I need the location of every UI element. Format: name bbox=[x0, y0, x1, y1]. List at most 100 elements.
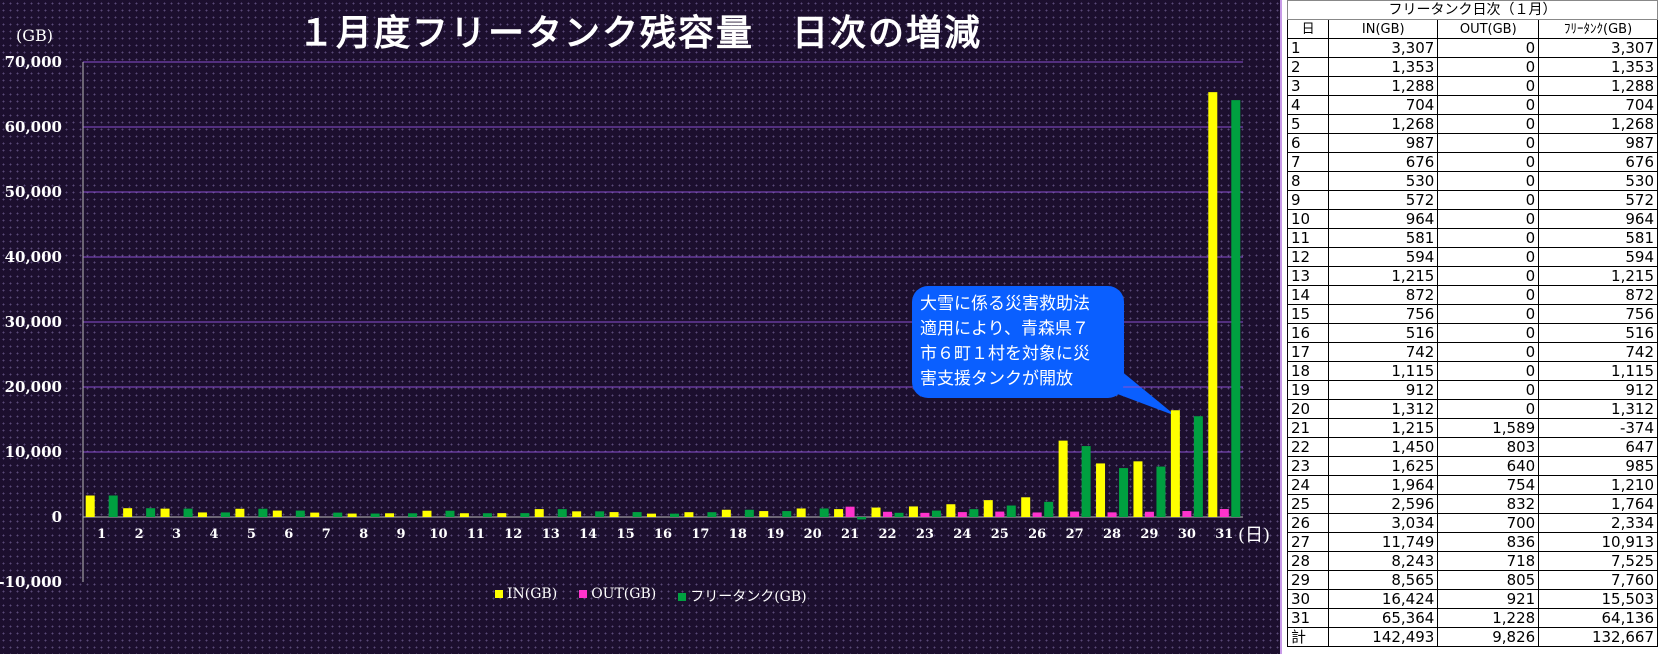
x-tick-label: 15 bbox=[617, 527, 635, 542]
bar-in bbox=[272, 510, 282, 517]
table-row: 10 964 0 964 bbox=[1286, 209, 1658, 229]
table-cell: 676 bbox=[1538, 152, 1658, 172]
bar-out bbox=[920, 512, 930, 517]
table-row: 31 65,364 1,228 64,136 bbox=[1286, 608, 1658, 628]
table-row: 15 756 0 756 bbox=[1286, 304, 1658, 324]
bar-in bbox=[160, 508, 170, 517]
table-cell: 2 bbox=[1286, 57, 1330, 77]
x-tick-label: 3 bbox=[172, 527, 181, 542]
y-tick-label: 20,000 bbox=[5, 378, 62, 396]
table-cell: 0 bbox=[1437, 380, 1540, 400]
table-cell: 742 bbox=[1328, 342, 1439, 362]
table-cell: 1,115 bbox=[1328, 361, 1439, 381]
table-cell: 704 bbox=[1328, 95, 1439, 115]
bar-freetank bbox=[857, 517, 867, 520]
table-cell: 985 bbox=[1538, 456, 1658, 476]
table-cell: 1,589 bbox=[1437, 418, 1540, 438]
bar-in bbox=[759, 511, 769, 517]
table-cell: 5 bbox=[1286, 114, 1330, 134]
bar-in bbox=[197, 512, 207, 517]
table-row: 22 1,450 803 647 bbox=[1286, 437, 1658, 457]
table-cell: 1,210 bbox=[1538, 475, 1658, 495]
bar-freetank bbox=[520, 513, 530, 517]
table-cell: 20 bbox=[1286, 399, 1330, 419]
table-cell: 0 bbox=[1437, 152, 1540, 172]
table-cell: 13 bbox=[1286, 266, 1330, 286]
table-cell: 16,424 bbox=[1328, 589, 1439, 609]
table-row: 1 3,307 0 3,307 bbox=[1286, 38, 1658, 58]
table-cell: 15 bbox=[1286, 304, 1330, 324]
table-row: 11 581 0 581 bbox=[1286, 228, 1658, 248]
table-cell: 0 bbox=[1437, 171, 1540, 191]
bar-in bbox=[1021, 497, 1031, 517]
column-header: ﾌﾘｰﾀﾝｸ(GB) bbox=[1538, 19, 1658, 39]
callout-line: 大雪に係る災害救助法 bbox=[920, 294, 1090, 314]
table-row: 2 1,353 0 1,353 bbox=[1286, 57, 1658, 77]
bar-freetank bbox=[632, 512, 642, 517]
bar-freetank bbox=[445, 510, 455, 517]
bar-freetank bbox=[1006, 505, 1016, 517]
table-cell: 1 bbox=[1286, 38, 1330, 58]
table-cell: 24 bbox=[1286, 475, 1330, 495]
table-cell: 742 bbox=[1538, 342, 1658, 362]
bar-out bbox=[845, 506, 855, 517]
x-tick-label: 16 bbox=[654, 527, 672, 542]
bar-in bbox=[534, 509, 544, 517]
table-cell: 1,288 bbox=[1538, 76, 1658, 96]
bar-freetank bbox=[333, 512, 343, 517]
table-cell: 27 bbox=[1286, 532, 1330, 552]
table-row: 19 912 0 912 bbox=[1286, 380, 1658, 400]
table-cell: 0 bbox=[1437, 95, 1540, 115]
total-cell: 9,826 bbox=[1437, 627, 1540, 647]
x-tick-label: 14 bbox=[579, 527, 597, 542]
table-cell: 0 bbox=[1437, 342, 1540, 362]
bar-freetank bbox=[707, 512, 717, 517]
callout-line: 害支援タンクが開放 bbox=[920, 369, 1073, 389]
table-cell: 16 bbox=[1286, 323, 1330, 343]
x-tick-label: 1 bbox=[97, 527, 106, 542]
table-cell: 700 bbox=[1437, 513, 1540, 533]
bar-in bbox=[497, 513, 507, 517]
column-header: 日 bbox=[1286, 19, 1330, 39]
y-tick-label: 60,000 bbox=[5, 118, 62, 136]
table-cell: 756 bbox=[1538, 304, 1658, 324]
table-row: 25 2,596 832 1,764 bbox=[1286, 494, 1658, 514]
bar-freetank bbox=[744, 509, 754, 517]
table-cell: 3 bbox=[1286, 76, 1330, 96]
table-cell: 987 bbox=[1538, 133, 1658, 153]
table-cell: 0 bbox=[1437, 266, 1540, 286]
bar-freetank bbox=[931, 510, 941, 517]
bar-freetank bbox=[482, 513, 492, 517]
x-tick-label: 27 bbox=[1066, 527, 1084, 542]
table-cell: 11,749 bbox=[1328, 532, 1439, 552]
table-cell: 964 bbox=[1328, 209, 1439, 229]
bar-freetank bbox=[183, 508, 193, 517]
table-row: 12 594 0 594 bbox=[1286, 247, 1658, 267]
table-row: 23 1,625 640 985 bbox=[1286, 456, 1658, 476]
bar-in bbox=[609, 512, 619, 517]
table-cell: 572 bbox=[1328, 190, 1439, 210]
table-cell: 0 bbox=[1437, 228, 1540, 248]
y-tick-label: 70,000 bbox=[5, 53, 62, 71]
x-tick-label: 22 bbox=[878, 527, 896, 542]
table-cell: 1,964 bbox=[1328, 475, 1439, 495]
x-tick-label: 10 bbox=[429, 527, 447, 542]
bar-in bbox=[235, 508, 245, 517]
table-cell: 2,596 bbox=[1328, 494, 1439, 514]
bar-out bbox=[883, 511, 893, 517]
x-tick-label: 29 bbox=[1140, 527, 1158, 542]
table-cell: 581 bbox=[1538, 228, 1658, 248]
total-row: 計 142,493 9,826 132,667 bbox=[1286, 627, 1658, 647]
table-row: 30 16,424 921 15,503 bbox=[1286, 589, 1658, 609]
bar-freetank bbox=[557, 509, 567, 517]
table-cell: 0 bbox=[1437, 114, 1540, 134]
table-cell: 64,136 bbox=[1538, 608, 1658, 628]
bar-in bbox=[1133, 461, 1143, 517]
y-tick-label: 0 bbox=[52, 508, 62, 526]
table-cell: 8 bbox=[1286, 171, 1330, 191]
bar-in bbox=[310, 512, 320, 517]
table-cell: 19 bbox=[1286, 380, 1330, 400]
bar-out bbox=[1032, 512, 1042, 517]
bar-freetank bbox=[1081, 446, 1091, 517]
table-cell: 25 bbox=[1286, 494, 1330, 514]
